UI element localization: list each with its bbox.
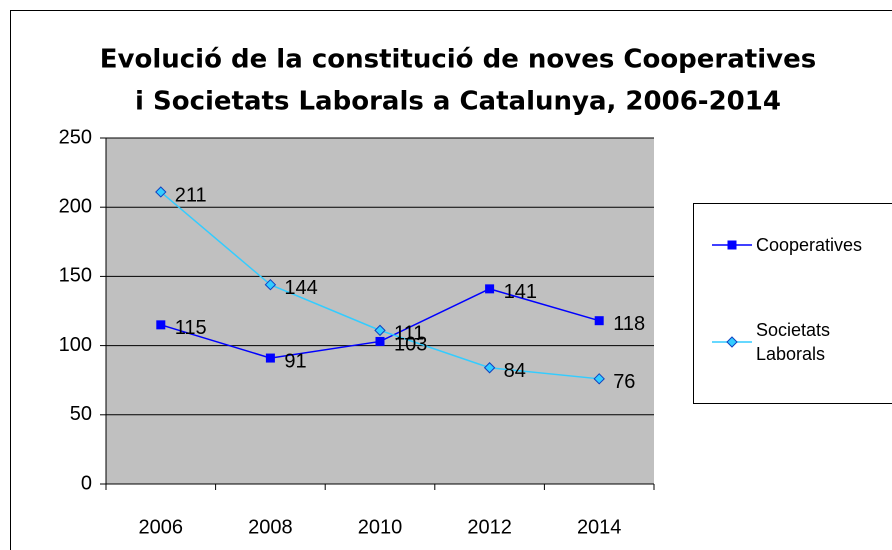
x-tick-label: 2006 — [139, 516, 184, 538]
data-point — [594, 316, 604, 326]
legend-marker — [727, 240, 737, 250]
data-label: 84 — [504, 360, 526, 382]
chart-title: i Societats Laborals a Catalunya, 2006-2… — [135, 87, 781, 117]
legend-label: Cooperatives — [756, 235, 863, 255]
legend-marker — [726, 336, 738, 348]
data-point — [374, 324, 386, 337]
data-point — [156, 320, 166, 330]
data-point — [155, 186, 167, 198]
y-tick-label: 0 — [81, 472, 92, 494]
data-point — [265, 353, 275, 363]
data-label: 118 — [613, 313, 645, 335]
data-label: 103 — [394, 334, 427, 356]
x-tick-label: 2014 — [577, 516, 622, 538]
x-tick-label: 2010 — [358, 516, 403, 538]
y-tick-label: 100 — [59, 334, 92, 356]
data-point — [485, 284, 495, 294]
legend-label: Societats Laborals — [756, 320, 831, 364]
chart-title: Evolució de la constitució de noves Coop… — [100, 45, 816, 75]
data-label: 115 — [175, 317, 207, 339]
data-label: 211 — [175, 184, 207, 206]
plot-area — [106, 138, 654, 484]
data-label: 76 — [613, 371, 635, 393]
y-tick-label: 150 — [59, 265, 92, 287]
legend-box — [693, 203, 892, 404]
data-point — [375, 336, 385, 346]
x-tick-label: 2008 — [248, 516, 293, 538]
data-point — [593, 373, 605, 385]
data-label: 91 — [284, 350, 306, 372]
data-point — [264, 278, 277, 291]
y-tick-label: 200 — [59, 195, 92, 217]
y-tick-label: 250 — [59, 126, 92, 148]
data-label: 144 — [284, 277, 317, 299]
data-point — [483, 362, 496, 374]
y-tick-label: 50 — [70, 403, 92, 425]
data-label: 141 — [504, 281, 537, 303]
x-tick-label: 2012 — [467, 516, 512, 538]
data-label: 111 — [394, 323, 424, 345]
